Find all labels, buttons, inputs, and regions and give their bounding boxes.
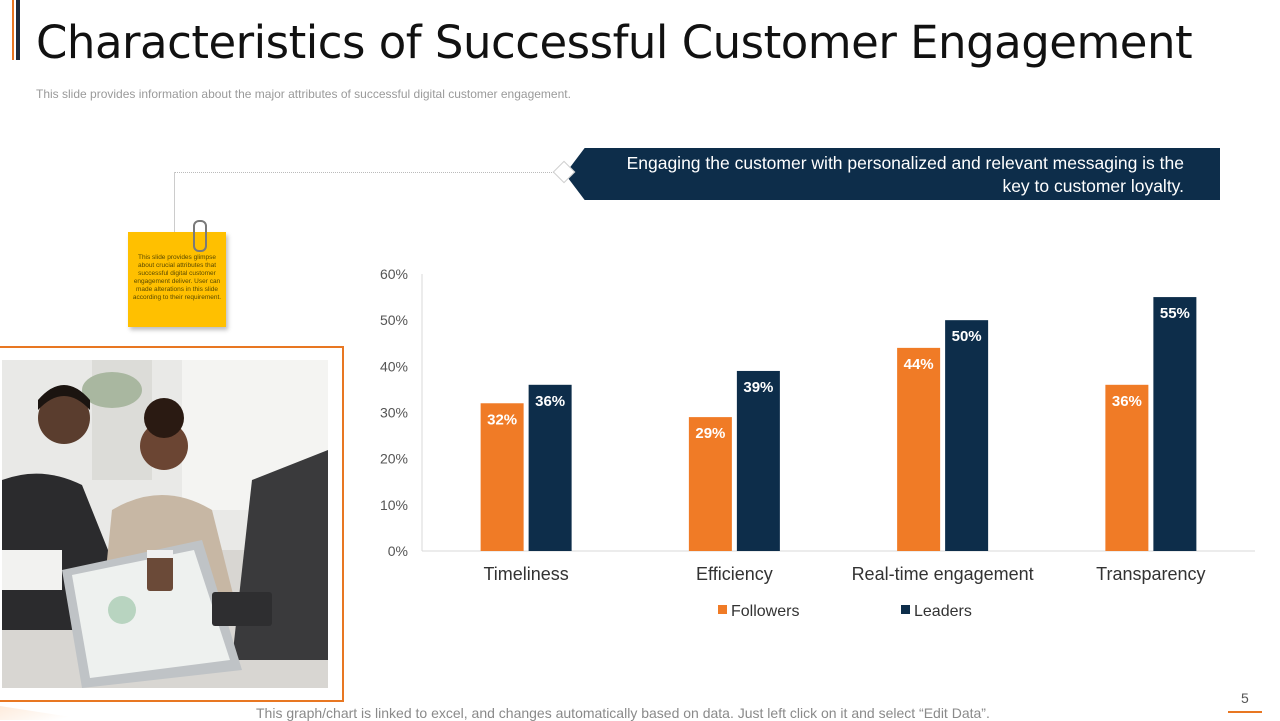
bar-followers bbox=[1105, 384, 1149, 551]
bar-followers bbox=[480, 403, 524, 551]
data-label: 29% bbox=[695, 425, 725, 442]
y-tick-label: 40% bbox=[380, 358, 408, 374]
y-tick-label: 20% bbox=[380, 451, 408, 467]
sticky-note-text: This slide provides glimpse about crucia… bbox=[132, 254, 222, 301]
data-label: 39% bbox=[743, 379, 773, 396]
photo-frame bbox=[0, 346, 344, 702]
title-accent-bar bbox=[12, 0, 20, 60]
bar-leaders bbox=[945, 320, 989, 551]
legend-swatch-leaders bbox=[901, 605, 910, 614]
x-category-label: Real-time engagement bbox=[852, 564, 1034, 584]
bar-followers bbox=[688, 417, 732, 551]
connector-dotted-line bbox=[174, 172, 564, 173]
decorative-swoosh bbox=[0, 706, 90, 720]
slide-title: Characteristics of Successful Customer E… bbox=[36, 16, 1193, 69]
connector-vertical-line bbox=[174, 172, 175, 232]
bar-chart: 0% 10% 20% 30% 40% 50% 60% 32% 36% Timeliness 29% 3… bbox=[380, 266, 1255, 620]
page-number-underline bbox=[1228, 711, 1262, 713]
legend-label-leaders: Leaders bbox=[914, 603, 972, 620]
banner-text: Engaging the customer with personalized … bbox=[626, 153, 1184, 196]
x-category-label: Timeliness bbox=[483, 564, 568, 584]
bar-leaders bbox=[736, 370, 780, 551]
page-number: 5 bbox=[1241, 690, 1249, 706]
data-label: 36% bbox=[535, 393, 565, 410]
x-category-label: Transparency bbox=[1096, 564, 1205, 584]
footer-note: This graph/chart is linked to excel, and… bbox=[256, 705, 990, 721]
paperclip-icon bbox=[193, 220, 207, 252]
key-message-banner: Engaging the customer with personalized … bbox=[565, 148, 1220, 200]
data-label: 32% bbox=[487, 411, 517, 428]
bar-leaders bbox=[1153, 297, 1197, 551]
x-category-label: Efficiency bbox=[696, 564, 773, 584]
data-label: 36% bbox=[1112, 393, 1142, 410]
bar-followers bbox=[897, 347, 941, 551]
bar-leaders bbox=[528, 384, 572, 551]
slide-subtitle: This slide provides information about th… bbox=[36, 87, 571, 101]
y-tick-label: 50% bbox=[380, 312, 408, 328]
team-meeting-photo bbox=[2, 360, 328, 688]
y-tick-label: 60% bbox=[380, 266, 408, 282]
data-label: 55% bbox=[1160, 305, 1190, 322]
y-tick-label: 10% bbox=[380, 497, 408, 513]
y-tick-label: 0% bbox=[388, 543, 408, 559]
data-label: 44% bbox=[904, 356, 934, 373]
sticky-note: This slide provides glimpse about crucia… bbox=[128, 232, 226, 327]
y-tick-label: 30% bbox=[380, 405, 408, 421]
legend-label-followers: Followers bbox=[731, 603, 799, 620]
legend-swatch-followers bbox=[718, 605, 727, 614]
data-label: 50% bbox=[952, 328, 982, 345]
